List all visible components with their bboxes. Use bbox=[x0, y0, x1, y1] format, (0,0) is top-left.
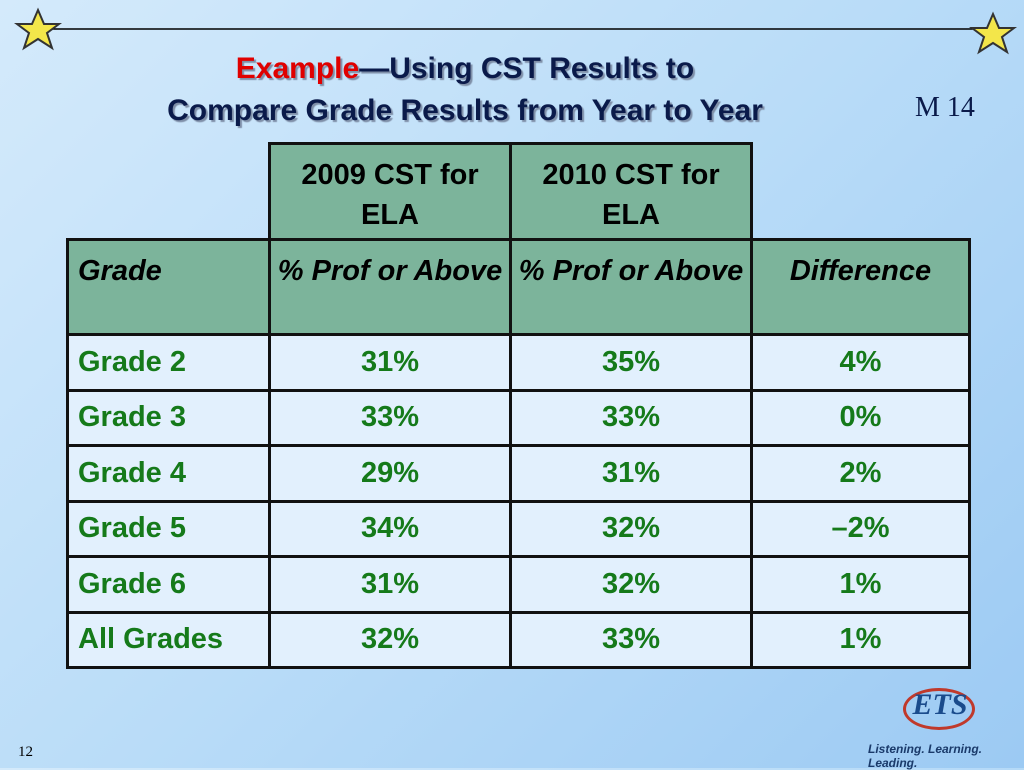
table-cell: Grade 4 bbox=[66, 444, 271, 503]
table-cell: 1% bbox=[750, 555, 971, 614]
header-cell: % Prof or Above bbox=[268, 238, 512, 336]
header-cell: Difference bbox=[750, 238, 971, 336]
page-number: 12 bbox=[18, 744, 33, 760]
title-highlight: Example bbox=[235, 52, 360, 85]
logo-ring bbox=[903, 688, 975, 730]
tagline: Listening. Learning. Leading. bbox=[868, 742, 983, 770]
table-cell: 35% bbox=[509, 333, 753, 392]
decoration bbox=[14, 7, 1017, 55]
header-cell: Grade bbox=[66, 238, 271, 336]
table-cell: 1% bbox=[750, 610, 971, 669]
table-cell: Grade 6 bbox=[66, 555, 271, 614]
table-cell: 32% bbox=[509, 499, 753, 558]
title-line2: Compare Grade Results from Year to Year bbox=[167, 94, 763, 127]
table-cell: Grade 2 bbox=[66, 333, 271, 392]
table-cell: 33% bbox=[509, 388, 753, 447]
table-cell: 0% bbox=[750, 388, 971, 447]
table-cell: 33% bbox=[268, 388, 512, 447]
table-cell: –2% bbox=[750, 499, 971, 558]
table-cell: Grade 3 bbox=[66, 388, 271, 447]
table-cell: Grade 5 bbox=[66, 499, 271, 558]
top-header-cell: 2009 CST for ELA bbox=[268, 142, 512, 241]
table-cell: 32% bbox=[509, 555, 753, 614]
table-cell: 34% bbox=[268, 499, 512, 558]
logo: ETS bbox=[912, 688, 968, 721]
title: Example—Using CST Results to bbox=[0, 52, 930, 86]
title-rest: —Using CST Results to bbox=[359, 52, 695, 85]
top-header-cell: 2010 CST for ELA bbox=[509, 142, 753, 241]
table-cell: 4% bbox=[750, 333, 971, 392]
table-cell: 31% bbox=[509, 444, 753, 503]
table-cell: 33% bbox=[509, 610, 753, 669]
table-cell: 29% bbox=[268, 444, 512, 503]
table-cell: 32% bbox=[268, 610, 512, 669]
table-cell: 2% bbox=[750, 444, 971, 503]
table-cell: 31% bbox=[268, 333, 512, 392]
slide-code: M 14 bbox=[915, 92, 975, 123]
header-cell: % Prof or Above bbox=[509, 238, 753, 336]
table-cell: 31% bbox=[268, 555, 512, 614]
table-cell: All Grades bbox=[66, 610, 271, 669]
